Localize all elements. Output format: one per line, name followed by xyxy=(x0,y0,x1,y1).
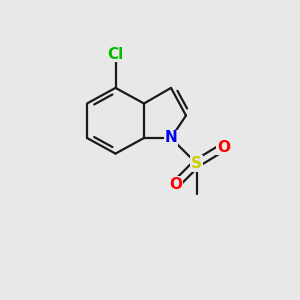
Text: N: N xyxy=(165,130,177,146)
Text: O: O xyxy=(169,177,182,192)
Text: S: S xyxy=(191,156,202,171)
Text: O: O xyxy=(217,140,230,154)
Text: Cl: Cl xyxy=(107,46,124,62)
